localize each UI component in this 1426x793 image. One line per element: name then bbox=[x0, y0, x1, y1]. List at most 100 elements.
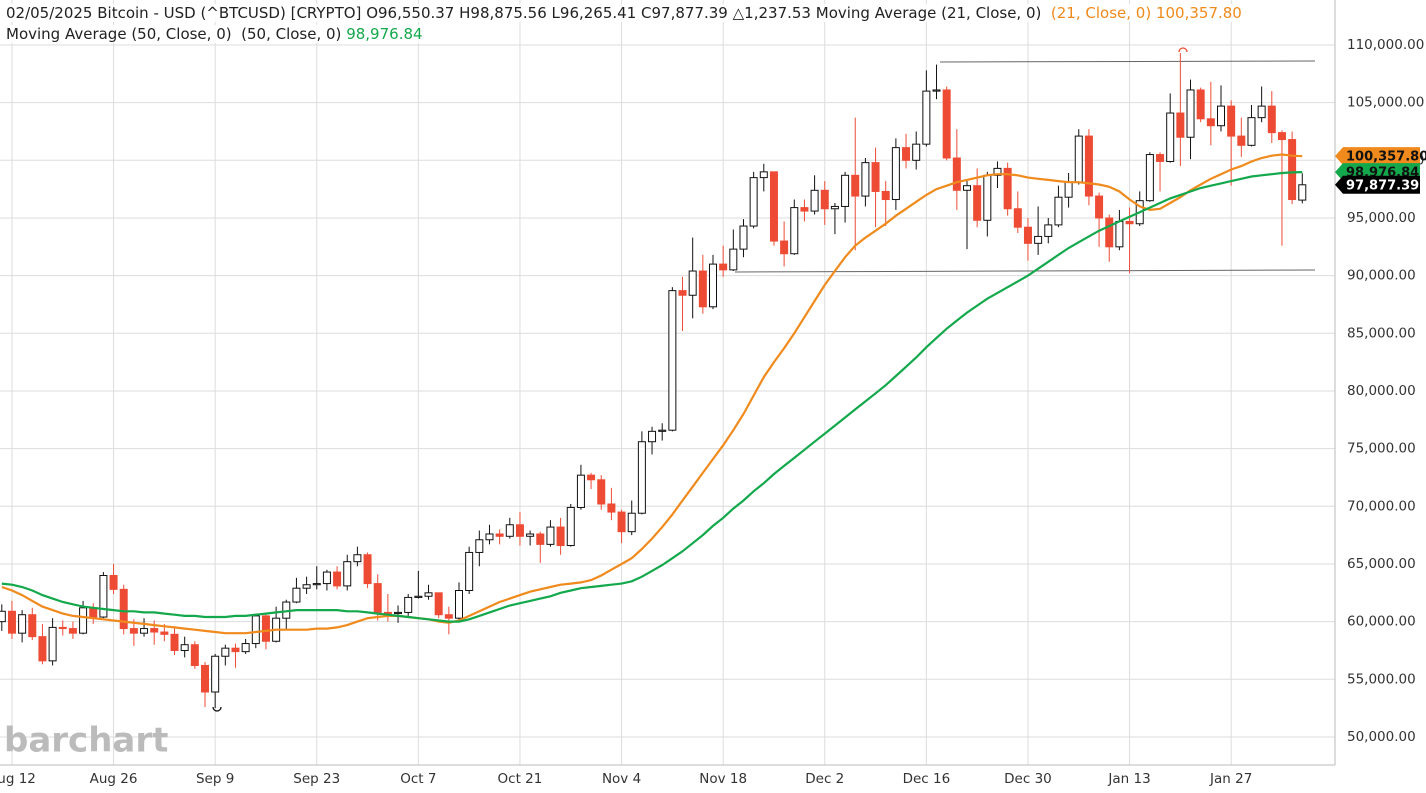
candle-body bbox=[373, 583, 382, 613]
candle-body bbox=[922, 90, 931, 145]
legend-name: Moving Average (21, Close, 0) bbox=[815, 4, 1042, 22]
candle-body bbox=[485, 533, 494, 541]
candle-body bbox=[363, 554, 372, 585]
candle-body bbox=[769, 171, 778, 242]
candle-body bbox=[515, 524, 524, 537]
candle-body bbox=[1156, 154, 1165, 162]
y-tick-label: 65,000.00 bbox=[1347, 556, 1416, 572]
candle-body bbox=[658, 429, 667, 432]
candle-body bbox=[28, 614, 37, 638]
candle-body bbox=[678, 290, 687, 296]
legend-value: 98,976.84 bbox=[346, 25, 423, 43]
candle-body bbox=[932, 89, 941, 92]
candle-body bbox=[343, 561, 352, 587]
price-badge bbox=[1335, 147, 1420, 166]
candle-body bbox=[333, 571, 342, 587]
candle-body bbox=[140, 628, 149, 634]
header-quote: 02/05/2025 Bitcoin - USD (^BTCUSD) [CRYP… bbox=[6, 4, 1242, 22]
candle-body bbox=[912, 143, 921, 161]
price-badge bbox=[1335, 175, 1420, 194]
candle-body bbox=[190, 644, 199, 666]
candle-body bbox=[637, 441, 646, 514]
candle-body bbox=[1115, 220, 1124, 248]
candle-body bbox=[231, 647, 240, 653]
candle-body bbox=[1298, 184, 1307, 201]
candle-body bbox=[180, 644, 189, 651]
candle-body bbox=[719, 263, 728, 271]
header: 02/05/2025 Bitcoin - USD (^BTCUSD) [CRYP… bbox=[6, 3, 1242, 45]
candle-body bbox=[952, 157, 961, 191]
candle-body bbox=[292, 587, 301, 603]
candle-body bbox=[1186, 89, 1195, 138]
candle-body bbox=[322, 571, 331, 585]
y-tick-label: 105,000.00 bbox=[1347, 95, 1424, 111]
marker bbox=[212, 706, 222, 712]
candle-body bbox=[1267, 105, 1276, 134]
x-tick-label: Nov 18 bbox=[699, 771, 747, 787]
x-tick-label: Oct 21 bbox=[498, 771, 543, 787]
candle-body bbox=[505, 524, 514, 537]
candle-body bbox=[394, 611, 403, 615]
candle-body bbox=[129, 628, 138, 634]
candle-body bbox=[749, 177, 758, 227]
candle-body bbox=[942, 89, 951, 159]
candle-body bbox=[48, 626, 57, 662]
marker bbox=[1178, 47, 1188, 53]
x-tick-label: Sep 23 bbox=[293, 771, 340, 787]
y-tick-label: 85,000.00 bbox=[1347, 325, 1416, 341]
legend-params: (21, Close, 0) bbox=[1050, 4, 1152, 22]
candle-body bbox=[1054, 196, 1063, 226]
candle-body bbox=[444, 614, 453, 619]
y-tick-label: 60,000.00 bbox=[1347, 614, 1416, 630]
moving-average-line bbox=[1, 153, 1303, 635]
y-tick-label: 90,000.00 bbox=[1347, 268, 1416, 284]
candle-body bbox=[546, 526, 555, 545]
candle-body bbox=[587, 474, 596, 481]
candle-body bbox=[1003, 167, 1012, 210]
candles bbox=[0, 53, 1307, 709]
candle-body bbox=[902, 147, 911, 161]
y-tick-label: 70,000.00 bbox=[1347, 498, 1416, 514]
candle-body bbox=[881, 190, 890, 201]
candle-body bbox=[1206, 118, 1215, 127]
date: 02/05/2025 bbox=[6, 4, 93, 22]
candle-body bbox=[1095, 195, 1104, 219]
candle-body bbox=[688, 270, 697, 296]
x-tick-label: Nov 4 bbox=[602, 771, 641, 787]
candle-body bbox=[495, 533, 504, 537]
candle-body bbox=[1145, 154, 1154, 202]
legend-params: (50, Close, 0) bbox=[241, 25, 342, 43]
candle-body bbox=[566, 506, 575, 547]
candle-body bbox=[739, 225, 748, 250]
candle-body bbox=[79, 607, 88, 634]
candle-body bbox=[698, 270, 707, 308]
x-tick-label: Aug 26 bbox=[90, 771, 138, 787]
low: L96,265.41 bbox=[551, 4, 637, 22]
candle-body bbox=[1034, 235, 1043, 244]
candle-body bbox=[475, 539, 484, 553]
legend-value: 100,357.80 bbox=[1155, 4, 1242, 22]
open: O96,550.37 bbox=[366, 4, 455, 22]
candle-body bbox=[312, 583, 321, 586]
legend-name: Moving Average (50, Close, 0) bbox=[6, 25, 232, 43]
candle-body bbox=[0, 610, 6, 623]
price-badge-label: 100,357.80 bbox=[1346, 150, 1426, 165]
candle-body bbox=[7, 610, 16, 634]
candle-body bbox=[465, 551, 474, 592]
candle-body bbox=[556, 526, 565, 547]
candle-body bbox=[241, 643, 250, 653]
candle-body bbox=[211, 655, 220, 693]
candle-body bbox=[414, 595, 423, 598]
candle-body bbox=[1247, 117, 1256, 146]
moving-average-line bbox=[1, 171, 1303, 623]
header-ma: Moving Average (50, Close, 0) (50, Close… bbox=[6, 25, 423, 43]
candle-body bbox=[1074, 135, 1083, 183]
candle-body bbox=[1044, 224, 1053, 237]
high: H98,875.56 bbox=[459, 4, 547, 22]
candle-body bbox=[576, 474, 585, 508]
candle-body bbox=[1064, 181, 1073, 198]
x-tick-label: Jan 13 bbox=[1107, 771, 1150, 787]
x-tick-label: Dec 2 bbox=[805, 771, 844, 787]
candle-body bbox=[759, 171, 768, 179]
